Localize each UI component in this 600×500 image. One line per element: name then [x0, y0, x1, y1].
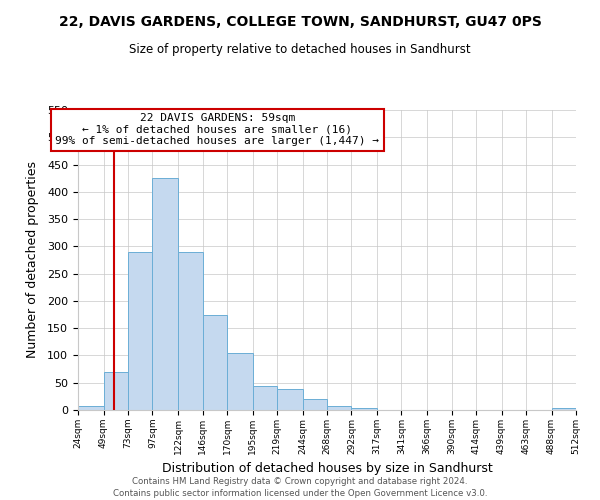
Bar [128, 252, 152, 410]
Bar [203, 314, 227, 410]
Bar [277, 390, 302, 410]
Text: 22 DAVIS GARDENS: 59sqm
← 1% of detached houses are smaller (16)
99% of semi-det: 22 DAVIS GARDENS: 59sqm ← 1% of detached… [55, 113, 379, 146]
Text: Size of property relative to detached houses in Sandhurst: Size of property relative to detached ho… [129, 42, 471, 56]
Text: 22, DAVIS GARDENS, COLLEGE TOWN, SANDHURST, GU47 0PS: 22, DAVIS GARDENS, COLLEGE TOWN, SANDHUR… [59, 15, 541, 29]
Bar [253, 386, 277, 410]
Bar [152, 178, 178, 410]
Bar [302, 399, 327, 410]
Bar [327, 406, 352, 410]
Y-axis label: Number of detached properties: Number of detached properties [26, 162, 39, 358]
Text: Contains HM Land Registry data © Crown copyright and database right 2024.: Contains HM Land Registry data © Crown c… [132, 478, 468, 486]
X-axis label: Distribution of detached houses by size in Sandhurst: Distribution of detached houses by size … [161, 462, 493, 475]
Bar [78, 406, 104, 410]
Bar [104, 372, 128, 410]
Bar [352, 408, 377, 410]
Bar [227, 352, 253, 410]
Text: Contains public sector information licensed under the Open Government Licence v3: Contains public sector information licen… [113, 489, 487, 498]
Bar [551, 408, 576, 410]
Bar [178, 252, 203, 410]
